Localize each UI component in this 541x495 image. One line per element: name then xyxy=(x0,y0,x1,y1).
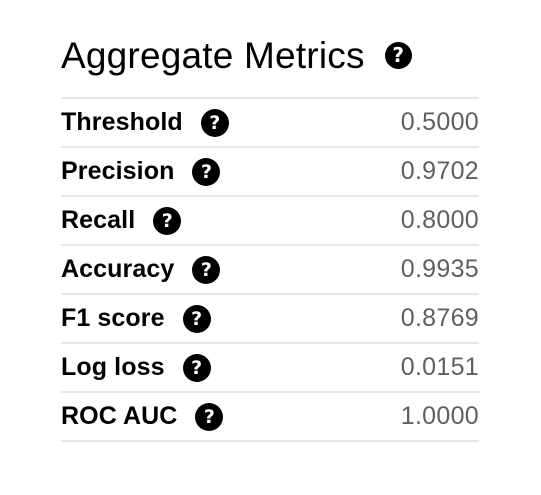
metric-row-threshold: Threshold ? 0.5000 xyxy=(61,99,479,148)
metric-row-accuracy: Accuracy ? 0.9935 xyxy=(61,246,479,295)
metric-value: 0.9702 xyxy=(400,157,479,185)
metric-label: Threshold xyxy=(61,108,183,136)
metric-label-group: Precision ? xyxy=(61,157,221,186)
question-circle-icon[interactable]: ? xyxy=(153,206,182,235)
metric-row-log-loss: Log loss ? 0.0151 xyxy=(61,344,479,393)
question-circle-icon[interactable]: ? xyxy=(182,353,211,382)
panel-header: Aggregate Metrics ? xyxy=(61,30,479,80)
metric-row-roc-auc: ROC AUC ? 1.0000 xyxy=(61,393,479,442)
question-circle-icon[interactable]: ? xyxy=(384,41,412,69)
metric-label: F1 score xyxy=(61,304,165,332)
metric-row-recall: Recall ? 0.8000 xyxy=(61,197,479,246)
metric-label: ROC AUC xyxy=(61,402,178,430)
metric-value: 0.5000 xyxy=(400,108,479,136)
metric-value: 0.8000 xyxy=(400,206,479,234)
metric-label: Log loss xyxy=(61,353,165,381)
question-circle-icon[interactable]: ? xyxy=(182,304,211,333)
question-circle-icon[interactable]: ? xyxy=(200,108,229,137)
question-circle-icon[interactable]: ? xyxy=(192,157,221,186)
question-circle-icon[interactable]: ? xyxy=(192,255,221,284)
metric-value: 1.0000 xyxy=(400,402,479,430)
metric-label: Precision xyxy=(61,157,175,185)
metrics-table: Threshold ? 0.5000 Precision ? 0.9702 Re… xyxy=(61,97,479,442)
panel-title: Aggregate Metrics xyxy=(61,34,365,76)
metric-value: 0.0151 xyxy=(400,353,479,381)
metric-label-group: Accuracy ? xyxy=(61,255,221,284)
metric-label-group: ROC AUC ? xyxy=(61,402,224,431)
metric-row-f1-score: F1 score ? 0.8769 xyxy=(61,295,479,344)
metric-value: 0.9935 xyxy=(400,255,479,283)
question-circle-icon[interactable]: ? xyxy=(195,402,224,431)
metric-label-group: F1 score ? xyxy=(61,304,211,333)
metric-label-group: Threshold ? xyxy=(61,108,229,137)
metric-label: Accuracy xyxy=(61,255,175,283)
aggregate-metrics-panel: Aggregate Metrics ? Threshold ? 0.5000 P… xyxy=(61,30,479,442)
metric-label: Recall xyxy=(61,206,136,234)
metric-value: 0.8769 xyxy=(400,304,479,332)
metric-label-group: Log loss ? xyxy=(61,353,211,382)
metric-row-precision: Precision ? 0.9702 xyxy=(61,148,479,197)
metric-label-group: Recall ? xyxy=(61,206,182,235)
